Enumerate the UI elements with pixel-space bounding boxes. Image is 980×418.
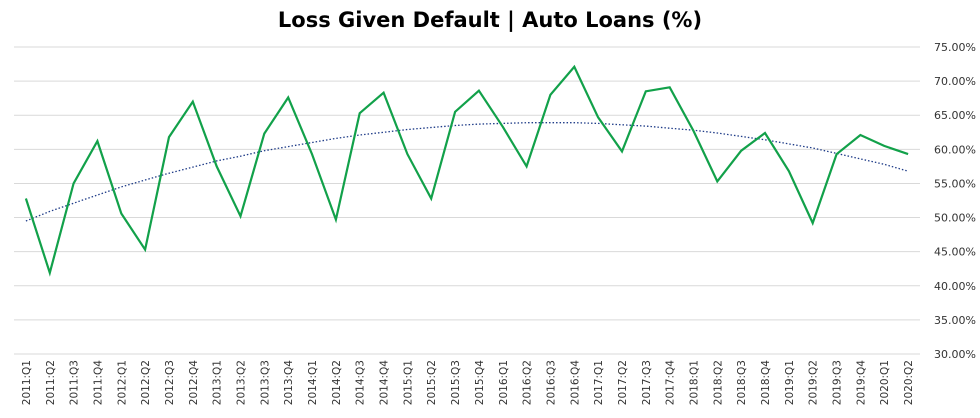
lgd-series-line <box>24 64 909 277</box>
x-tick-label: 2016:Q1 <box>498 360 510 405</box>
y-tick-label: 55.00% <box>934 177 976 190</box>
x-tick-label: 2019:Q1 <box>784 360 796 405</box>
y-axis-ticks: 30.00% 35.00% 40.00% 45.00% 50.00% 55.00% 60.0… <box>934 41 976 361</box>
x-tick-label: 2019:Q2 <box>808 360 820 405</box>
y-tick-label: 35.00% <box>934 314 976 327</box>
x-tick-label: 2013:Q2 <box>236 360 248 405</box>
x-tick-label: 2012:Q3 <box>164 360 176 405</box>
x-tick-label: 2015:Q3 <box>450 360 462 405</box>
x-tick-label: 2019:Q3 <box>832 360 844 405</box>
gridlines <box>14 46 920 355</box>
x-tick-label: 2012:Q2 <box>140 360 152 405</box>
y-tick-label: 60.00% <box>934 143 976 156</box>
x-tick-label: 2011:Q3 <box>69 360 81 405</box>
x-tick-label: 2011:Q1 <box>21 360 33 405</box>
x-tick-label: 2015:Q2 <box>426 360 438 405</box>
x-axis-ticks: 2011:Q1 2011:Q2 2011:Q3 2011:Q4 2012:Q1 2012:… <box>21 360 915 406</box>
y-tick-label: 50.00% <box>934 212 976 225</box>
x-tick-label: 2012:Q1 <box>116 360 128 405</box>
x-tick-label: 2020:Q2 <box>903 360 915 405</box>
x-tick-label: 2011:Q4 <box>92 360 104 406</box>
chart-title: Loss Given Default | Auto Loans (%) <box>277 8 703 32</box>
x-tick-label: 2018:Q4 <box>760 360 772 406</box>
x-tick-label: 2013:Q1 <box>212 360 224 405</box>
x-tick-label: 2017:Q2 <box>617 360 629 405</box>
x-tick-label: 2015:Q1 <box>402 360 414 405</box>
x-tick-label: 2015:Q4 <box>474 360 486 406</box>
x-tick-label: 2014:Q4 <box>379 360 391 406</box>
y-tick-label: 40.00% <box>934 280 976 293</box>
x-tick-label: 2017:Q3 <box>641 360 653 405</box>
y-tick-label: 65.00% <box>934 109 976 122</box>
x-tick-label: 2017:Q1 <box>593 360 605 405</box>
x-tick-label: 2018:Q1 <box>689 360 701 405</box>
x-tick-label: 2013:Q3 <box>259 360 271 405</box>
x-tick-label: 2018:Q2 <box>712 360 724 405</box>
x-tick-label: 2016:Q3 <box>545 360 557 405</box>
y-tick-label: 45.00% <box>934 246 976 259</box>
x-tick-label: 2020:Q1 <box>879 360 891 405</box>
x-tick-label: 2017:Q4 <box>665 360 677 406</box>
x-tick-label: 2018:Q3 <box>736 360 748 405</box>
x-tick-label: 2016:Q2 <box>522 360 534 405</box>
series-layer <box>24 64 909 277</box>
x-tick-label: 2013:Q4 <box>283 360 295 406</box>
x-tick-label: 2012:Q4 <box>188 360 200 406</box>
y-tick-label: 75.00% <box>934 41 976 54</box>
x-tick-label: 2014:Q3 <box>355 360 367 405</box>
x-tick-label: 2019:Q4 <box>855 360 867 406</box>
y-tick-label: 70.00% <box>934 75 976 88</box>
x-tick-label: 2014:Q2 <box>331 360 343 405</box>
x-tick-label: 2011:Q2 <box>45 360 57 405</box>
y-tick-label: 30.00% <box>934 348 976 361</box>
trendline-series <box>25 122 909 222</box>
x-tick-label: 2016:Q4 <box>569 360 581 406</box>
x-tick-label: 2014:Q1 <box>307 360 319 405</box>
